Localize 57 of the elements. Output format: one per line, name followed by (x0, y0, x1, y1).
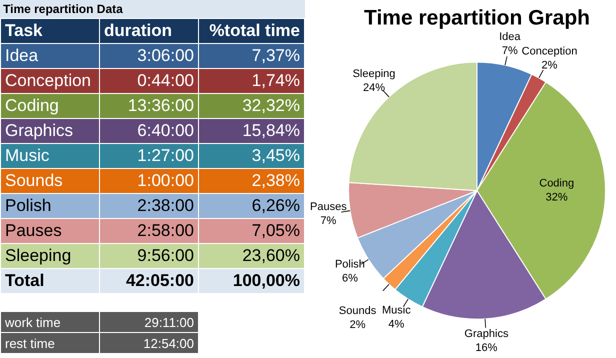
data-label: 23,60% (198, 244, 304, 268)
text: 6:40:00 (100, 118, 198, 144)
slice-label: Pauses (310, 201, 348, 214)
slice-label: Graphics (464, 328, 509, 340)
text: 100,00% (198, 268, 304, 294)
text: 0:44:00 (100, 68, 198, 94)
slice-label: Sounds (338, 304, 377, 317)
slice-label: Coding (539, 178, 574, 190)
text: duration (100, 18, 198, 44)
text: 1:27:00 (100, 144, 198, 168)
slice-label: Conception (522, 46, 578, 58)
category-label: Sounds (0, 168, 100, 194)
slice-label: Idea (499, 30, 522, 43)
data-label: 7,37% (198, 44, 304, 68)
chart-title: Time repartition Graph (364, 6, 590, 30)
category-label: Graphics (0, 118, 100, 144)
category-label: Idea (0, 44, 100, 68)
data-label: 7,05% (198, 218, 304, 244)
data-label: 6,26% (198, 194, 304, 218)
text: 3:06:00 (100, 44, 198, 68)
category-label: Pauses (0, 218, 100, 244)
data-label: 7% (502, 44, 518, 57)
data-label: 6% (342, 272, 358, 284)
data-label: 2% (542, 60, 558, 72)
text: 42:05:00 (100, 268, 198, 294)
category-label: Music (0, 144, 100, 168)
slice-label: Polish (334, 258, 365, 270)
data-label: 32,32% (198, 94, 304, 118)
data-label: 7% (320, 215, 337, 228)
text: %total time (198, 18, 304, 44)
category-label: Polish (0, 194, 100, 218)
text: 2:38:00 (100, 194, 198, 218)
text: Total (0, 268, 100, 294)
text: work time (0, 312, 100, 332)
text: 12:54:00 (100, 332, 198, 354)
data-label: 32% (546, 192, 568, 204)
data-label: 2% (350, 318, 366, 331)
text: 1:00:00 (100, 168, 198, 194)
category-label: Coding (0, 94, 100, 118)
data-label: 16% (475, 342, 498, 354)
category-label: Sleeping (0, 244, 100, 268)
data-label: 15,84% (198, 118, 304, 144)
data-label: 24% (362, 82, 386, 94)
data-label: 2,38% (198, 168, 304, 194)
data-label: 4% (388, 318, 405, 331)
data-label: 3,45% (198, 144, 304, 168)
text: rest time (0, 332, 100, 354)
text: Task (0, 18, 100, 44)
text: 13:36:00 (100, 94, 198, 118)
text: Time repartition Data (0, 0, 305, 18)
text: 2:58:00 (100, 218, 198, 244)
data-label: 1,74% (198, 68, 304, 94)
text: 29:11:00 (100, 312, 198, 332)
text: 9:56:00 (100, 244, 198, 268)
category-label: Conception (0, 68, 100, 94)
slice-label: Sleeping (352, 68, 396, 80)
slice-label: Music (382, 304, 412, 317)
